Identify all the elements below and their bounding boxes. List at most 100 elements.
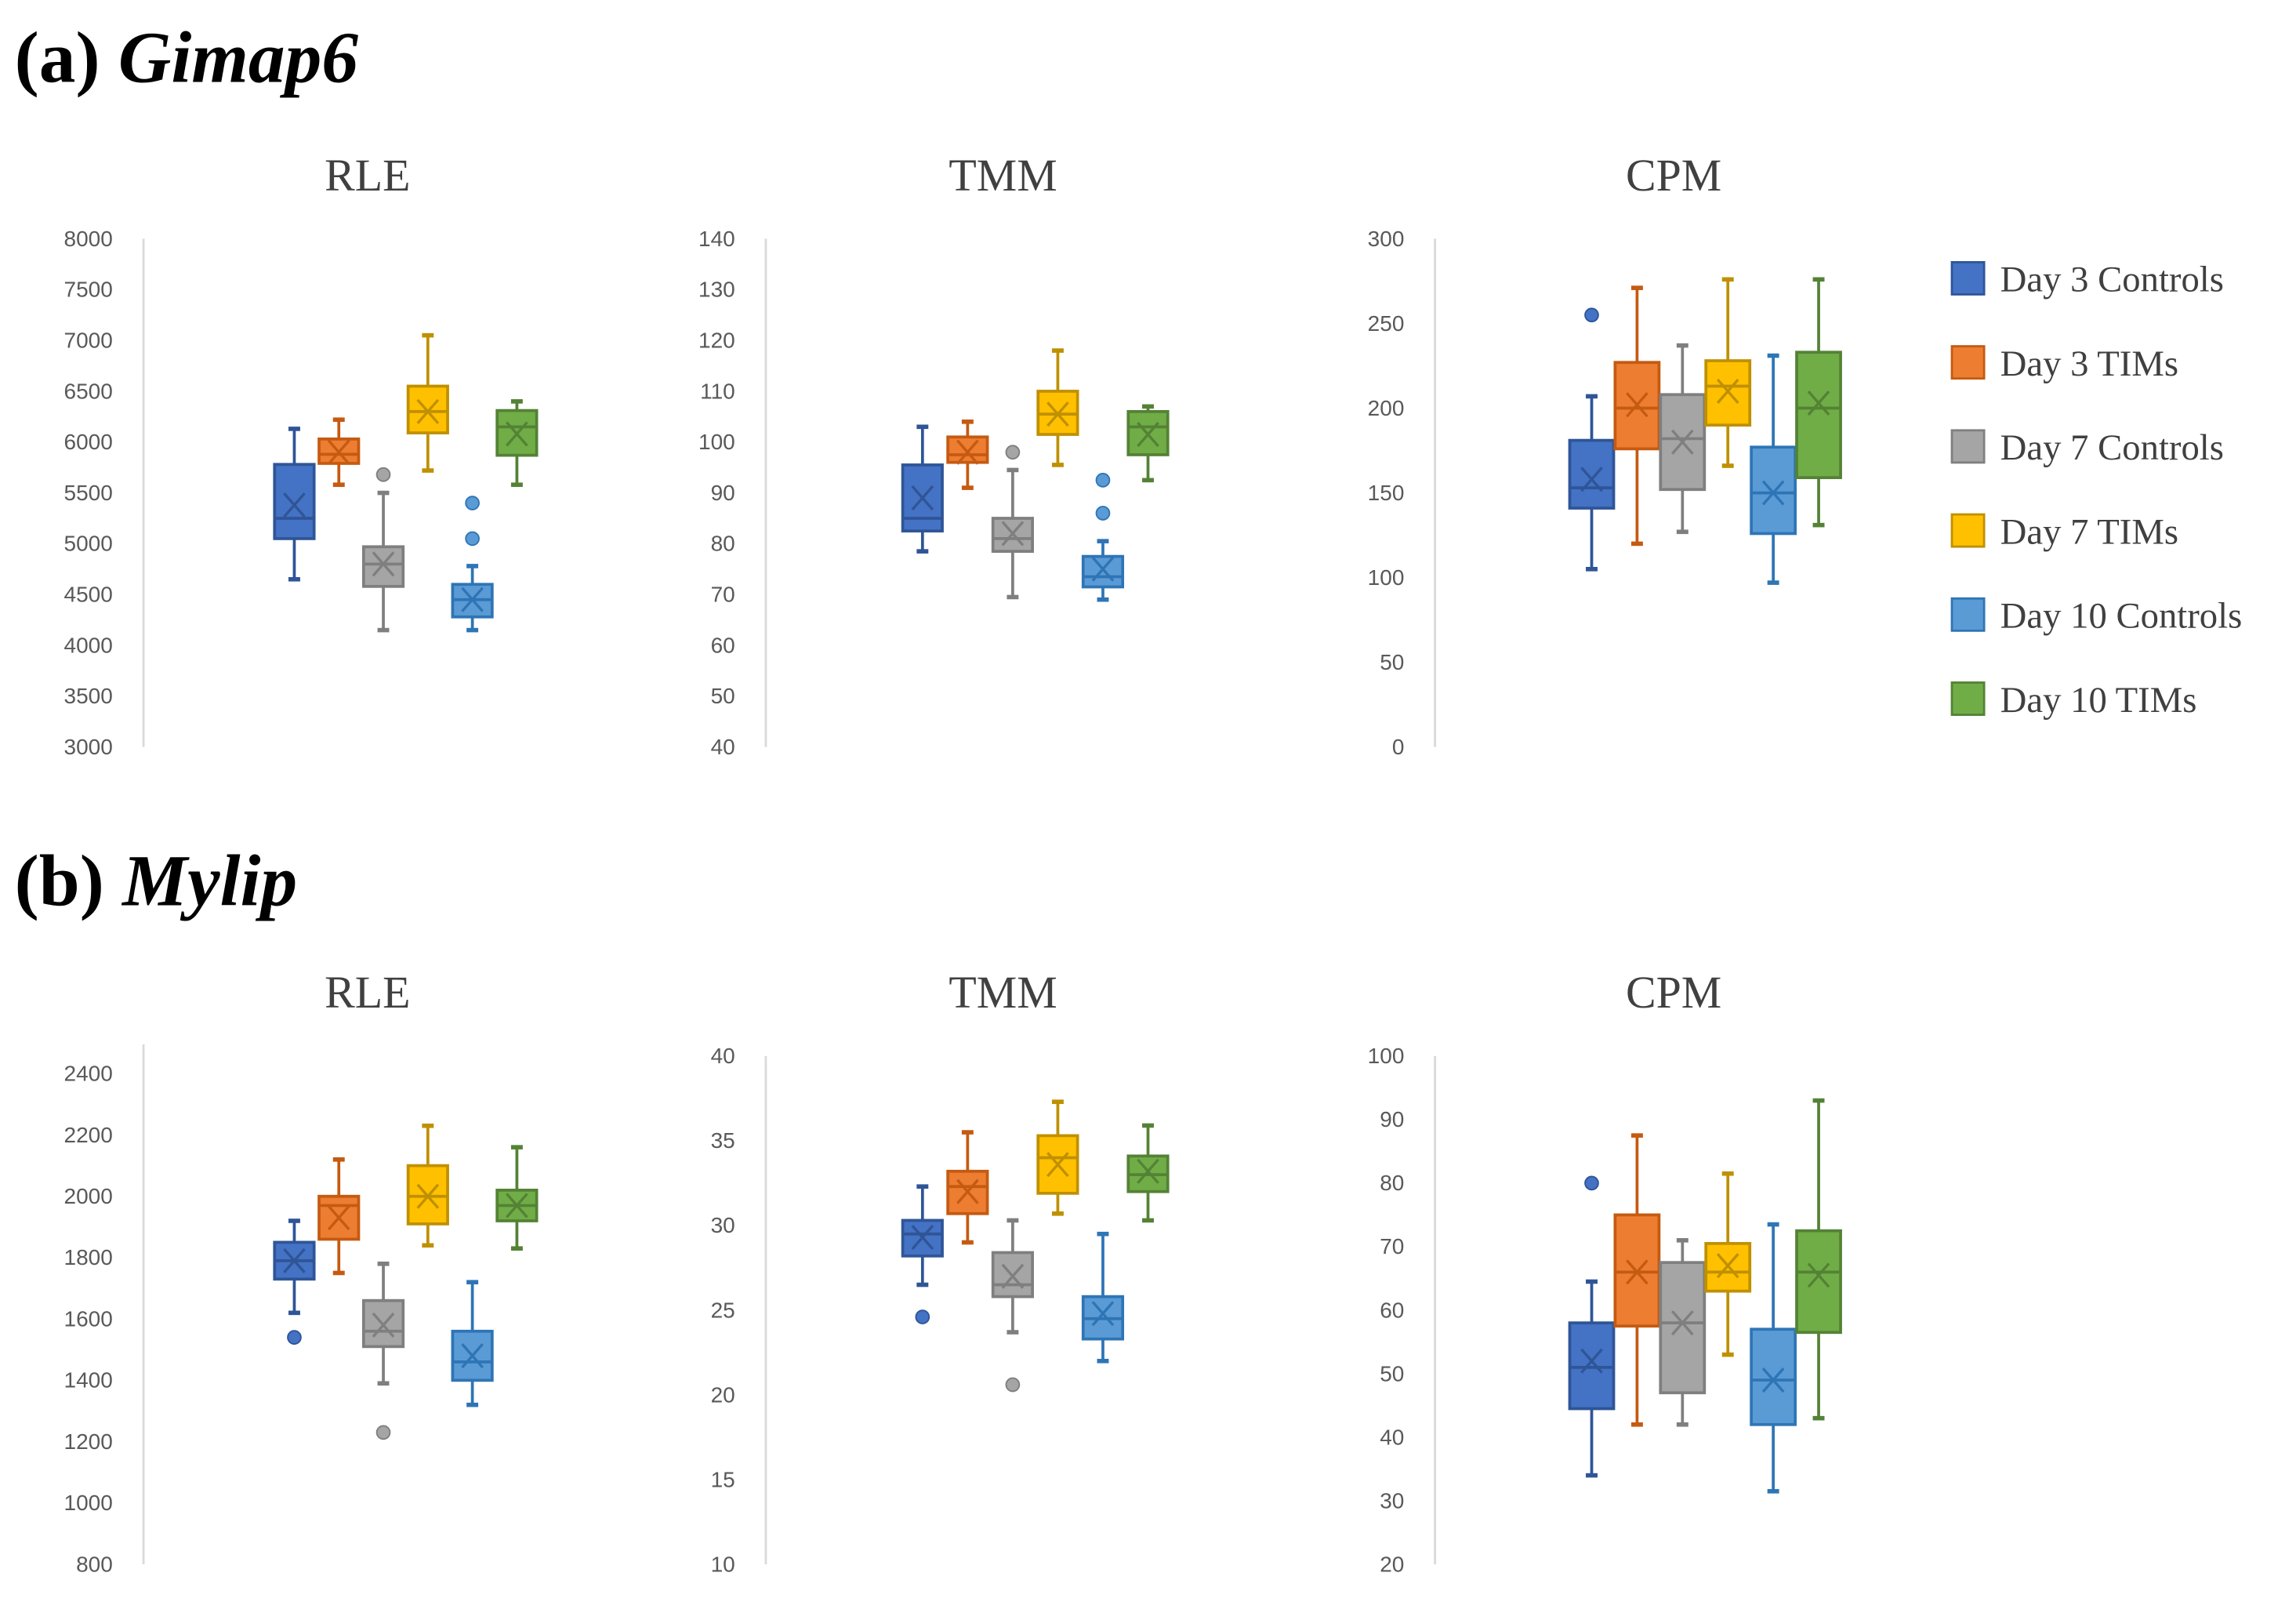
y-tick-label: 40	[1380, 1425, 1404, 1449]
mean-marker	[1761, 480, 1785, 506]
box-day-3-tims	[317, 1157, 361, 1276]
box-day-7-controls	[991, 445, 1034, 600]
y-tick-label: 120	[698, 328, 735, 352]
iqr-box	[946, 435, 989, 464]
legend-swatch	[1950, 513, 1986, 548]
legend-label: Day 7 Controls	[2000, 427, 2224, 468]
mean-marker	[461, 587, 484, 612]
y-tick-label: 0	[1392, 735, 1405, 759]
y-tick-label: 1800	[64, 1245, 113, 1269]
legend-label: Day 3 TIMs	[2000, 343, 2178, 384]
y-tick-label: 200	[1368, 396, 1405, 420]
legend-swatch	[1950, 681, 1986, 716]
box-day-10-controls	[451, 496, 494, 633]
y-tick-label: 25	[711, 1298, 735, 1322]
iqr-box	[1659, 1261, 1707, 1395]
mean-marker	[283, 492, 306, 518]
outlier-point	[1005, 1377, 1021, 1393]
outlier-point	[915, 1309, 930, 1324]
y-tick-label: 7000	[64, 328, 113, 352]
panel-title: RLE	[325, 150, 410, 201]
box-day-3-controls	[901, 1184, 944, 1324]
panel-title: TMM	[949, 150, 1057, 201]
mean-marker	[1716, 378, 1739, 404]
y-tick-label: 1000	[64, 1491, 113, 1515]
box-day-3-controls	[901, 424, 944, 554]
y-tick-label: 90	[711, 481, 735, 505]
box-day-7-controls	[991, 1218, 1034, 1393]
y-tick-label: 100	[698, 430, 735, 454]
outlier-point	[465, 531, 480, 547]
box-day-10-controls	[1750, 353, 1797, 585]
mean-marker	[461, 1343, 484, 1369]
mean-marker	[956, 439, 979, 465]
y-tick-label: 300	[1368, 227, 1405, 251]
y-tick-label: 50	[711, 684, 735, 708]
box-day-7-tims	[1704, 277, 1752, 468]
box-day-3-controls	[1568, 1175, 1616, 1478]
mean-marker	[1046, 401, 1069, 427]
mean-marker	[416, 398, 440, 424]
panel-gimap6-rle: RLE 3000 3500 4000 4500 5000 5500 6000 6500 7000 7…	[64, 150, 539, 759]
legend-swatch	[1950, 597, 1986, 632]
y-tick-label: 150	[1368, 481, 1405, 505]
iqr-box	[1568, 438, 1616, 510]
y-tick-label: 140	[698, 227, 735, 251]
box-day-10-tims	[1795, 1098, 1842, 1421]
iqr-box	[1568, 1321, 1616, 1411]
legend-label: Day 7 TIMs	[2000, 511, 2178, 552]
y-tick-label: 70	[711, 583, 735, 607]
iqr-box	[991, 1251, 1034, 1298]
panel-title: RLE	[325, 967, 410, 1018]
y-tick-label: 20	[711, 1382, 735, 1407]
y-tick-label: 3500	[64, 684, 113, 708]
box-day-10-tims	[1795, 277, 1842, 528]
legend-swatch	[1950, 260, 1986, 296]
legend-item: Day 7 Controls	[1950, 427, 2224, 468]
heading-a: (a) Gimap6	[15, 18, 359, 99]
outlier-point	[375, 467, 391, 482]
heading-a-prefix: (a)	[15, 18, 100, 99]
box-day-3-tims	[1613, 1133, 1661, 1427]
panel-title: TMM	[949, 967, 1057, 1018]
mean-marker	[327, 439, 350, 465]
y-tick-label: 60	[711, 633, 735, 657]
y-tick-label: 2400	[64, 1062, 113, 1086]
box-day-10-tims	[1126, 1123, 1170, 1223]
outlier-point	[1095, 506, 1111, 521]
panel-mylip-tmm: TMM 10 15 20 25 30 35 40	[711, 967, 1170, 1576]
box-day-3-tims	[946, 419, 989, 490]
iqr-box	[361, 545, 405, 588]
mean-marker	[1626, 1259, 1649, 1285]
y-tick-label: 2200	[64, 1123, 113, 1147]
legend-item: Day 3 Controls	[1950, 260, 2224, 300]
box-day-10-controls	[1750, 1222, 1797, 1494]
iqr-box	[901, 463, 944, 533]
mean-marker	[911, 485, 934, 511]
outlier-point	[1584, 1175, 1599, 1191]
mean-marker	[956, 1179, 979, 1204]
y-tick-label: 110	[700, 379, 735, 403]
heading-b-prefix: (b)	[15, 841, 104, 921]
box-day-10-controls	[451, 1280, 494, 1407]
panel-title: CPM	[1626, 150, 1721, 201]
box-day-3-tims	[1613, 285, 1661, 547]
iqr-box	[1750, 445, 1797, 536]
legend-label: Day 3 Controls	[2000, 260, 2224, 300]
mean-marker	[506, 1193, 528, 1218]
legend-item: Day 10 TIMs	[1950, 680, 2196, 721]
outlier-point	[375, 1425, 391, 1440]
panel-mylip-rle: RLE 800 1000 1200 1400 1600 1800 2000 2200 2400	[64, 967, 539, 1576]
outlier-point	[1095, 473, 1111, 488]
mean-marker	[1091, 1301, 1115, 1327]
mean-marker	[1137, 1158, 1159, 1184]
box-day-3-controls	[273, 427, 316, 582]
mean-marker	[1626, 392, 1649, 418]
box-day-7-controls	[361, 467, 405, 633]
legend-item: Day 3 TIMs	[1950, 343, 2178, 384]
y-tick-label: 40	[711, 1044, 735, 1068]
y-tick-label: 1400	[64, 1368, 113, 1393]
y-tick-label: 10	[711, 1552, 735, 1576]
y-tick-label: 250	[1368, 311, 1405, 336]
